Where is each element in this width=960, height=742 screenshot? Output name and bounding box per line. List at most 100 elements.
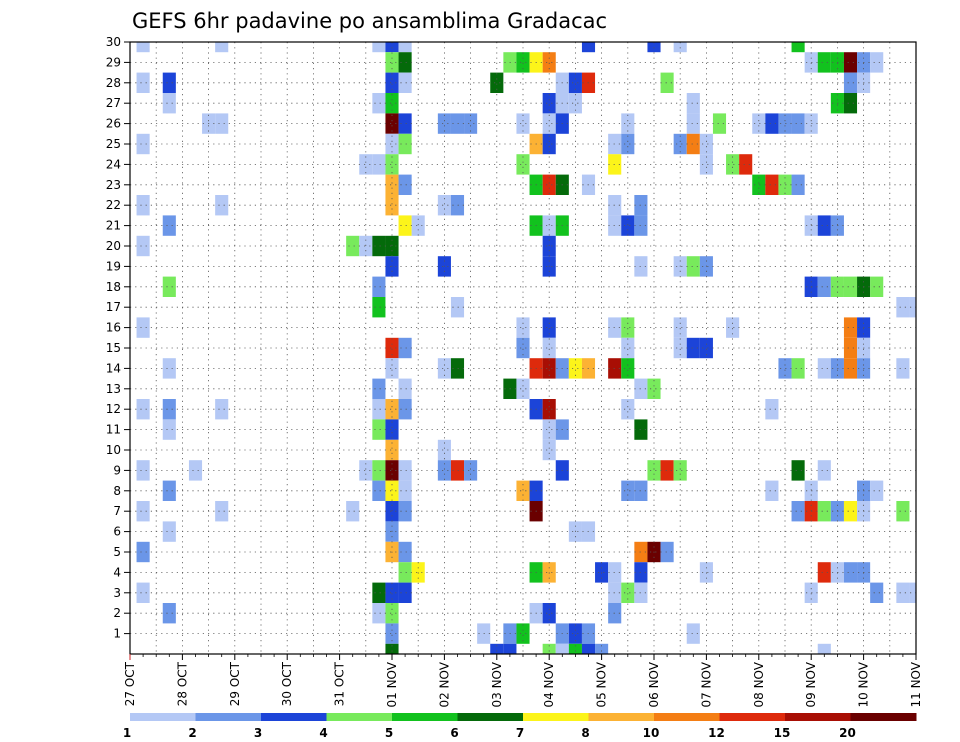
heatmap-cell <box>568 643 582 654</box>
heatmap-cell <box>621 399 635 420</box>
heatmap-cell <box>843 501 858 522</box>
colorbar-swatch <box>588 713 655 721</box>
heatmap-cell <box>516 480 530 501</box>
colorbar-level-label: 20 <box>839 726 856 740</box>
heatmap-cell <box>621 215 635 236</box>
colorbar-swatch <box>850 713 917 721</box>
x-tick-label: 06 NOV <box>647 661 661 707</box>
heatmap-cell <box>542 399 556 420</box>
heatmap-cell <box>621 480 635 501</box>
heatmap-cell <box>542 113 556 134</box>
heatmap-cell <box>673 460 687 481</box>
heatmap-cell <box>385 174 399 195</box>
heatmap-cell <box>372 582 386 603</box>
heatmap-cell <box>385 93 399 114</box>
y-tick-label: 22 <box>106 198 121 212</box>
heatmap-cell <box>726 154 740 175</box>
heatmap-cell <box>581 643 596 654</box>
heatmap-cell <box>136 317 150 338</box>
heatmap-cell <box>843 52 858 73</box>
heatmap-cell <box>516 337 530 359</box>
x-tick-label: 04 NOV <box>542 661 556 707</box>
y-tick-label: 11 <box>106 423 121 437</box>
y-tick-label: 2 <box>113 606 121 620</box>
y-tick-label: 6 <box>113 525 121 539</box>
heatmap-cell <box>188 460 203 481</box>
heatmap-cell <box>162 521 176 542</box>
heatmap-cell <box>843 337 858 359</box>
heatmap-cell <box>621 133 635 155</box>
heatmap-cell <box>791 460 805 481</box>
heatmap-cell <box>450 297 465 318</box>
colorbar-level-label: 15 <box>774 726 791 740</box>
heatmap-cell <box>686 113 700 134</box>
heatmap-cell <box>215 195 229 216</box>
y-tick-label: 21 <box>106 219 121 233</box>
heatmap-cell <box>791 113 805 134</box>
colorbar-level-label: 1 <box>123 726 131 740</box>
x-tick-label: 30 OCT <box>280 661 294 706</box>
heatmap-cell <box>385 439 399 461</box>
heatmap-cell <box>843 276 858 297</box>
x-tick-label: 08 NOV <box>752 661 766 707</box>
heatmap-cell <box>136 72 150 93</box>
heatmap-cell <box>555 643 569 654</box>
heatmap-cell <box>621 337 635 359</box>
heatmap-cell <box>791 42 805 53</box>
heatmap-cell <box>398 72 412 93</box>
heatmap-cell <box>542 215 556 236</box>
heatmap-cell <box>660 541 674 563</box>
heatmap-cell <box>372 154 386 175</box>
chart-title: GEFS 6hr padavine po ansamblima Gradacac <box>132 9 607 33</box>
heatmap-cell <box>542 337 556 359</box>
heatmap-cell <box>398 399 412 420</box>
heatmap-cell <box>398 113 412 134</box>
heatmap-cell <box>385 337 399 359</box>
y-tick-label: 1 <box>113 627 121 641</box>
heatmap-cell <box>647 460 661 481</box>
heatmap-cell <box>516 52 530 73</box>
colorbar-level-label: 6 <box>450 726 458 740</box>
heatmap-cell <box>372 399 386 420</box>
heatmap-cell <box>778 174 792 195</box>
heatmap-cell <box>542 358 556 379</box>
heatmap-cell <box>162 480 176 501</box>
heatmap-cell <box>542 133 556 155</box>
heatmap-cell <box>909 582 916 603</box>
heatmap-cell <box>385 42 399 53</box>
colorbar-level-label: 5 <box>385 726 393 740</box>
x-tick-label: 05 NOV <box>595 661 609 707</box>
heatmap-cell <box>621 113 635 134</box>
heatmap-cell <box>896 582 910 603</box>
colorbar-swatch <box>261 713 327 721</box>
heatmap-cell <box>162 419 176 440</box>
heatmap-cell <box>686 133 700 155</box>
heatmap-cell <box>385 133 399 155</box>
heatmap-cell <box>542 643 556 654</box>
heatmap-cell <box>817 276 831 297</box>
heatmap-cell <box>673 42 687 53</box>
colorbar-swatch <box>392 713 458 721</box>
heatmap-cell <box>752 113 766 134</box>
heatmap-cell <box>843 93 858 114</box>
colorbar-swatch <box>195 713 262 721</box>
heatmap-cell <box>634 419 648 440</box>
heatmap-cell <box>385 154 399 175</box>
heatmap-cell <box>542 52 556 73</box>
heatmap-cell <box>385 195 399 216</box>
heatmap-cell <box>215 42 229 53</box>
y-tick-label: 10 <box>106 443 121 457</box>
heatmap-cell <box>634 195 648 216</box>
heatmap-cell <box>542 317 556 338</box>
heatmap-cell <box>699 337 713 359</box>
heatmap-cell <box>398 562 412 583</box>
heatmap-cell <box>398 460 412 481</box>
heatmap-cell <box>568 72 582 93</box>
heatmap-cell <box>372 419 386 440</box>
y-tick-label: 18 <box>106 280 121 294</box>
y-tick-label: 20 <box>106 239 121 253</box>
x-tick-label: 28 OCT <box>175 661 189 706</box>
heatmap-cell <box>765 480 779 501</box>
y-tick-label: 16 <box>106 321 121 335</box>
